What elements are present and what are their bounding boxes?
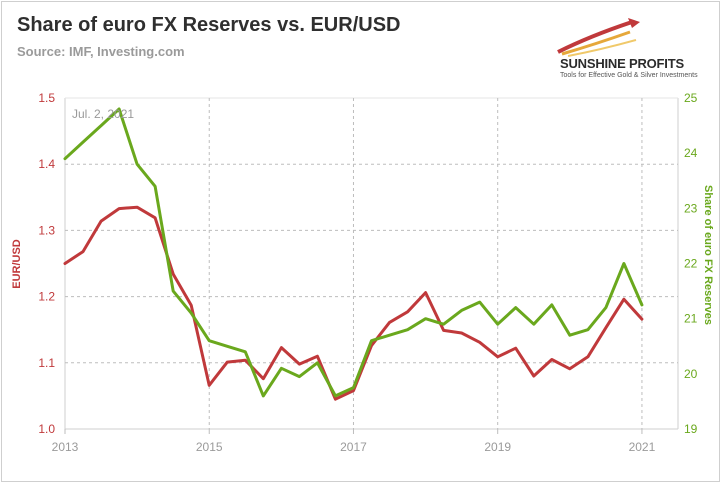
y-left-tick-label: 1.4 [38,157,55,171]
x-tick-label: 2021 [629,440,656,454]
eurusd-line [63,205,644,401]
sunshine-profits-logo: SUNSHINE PROFITS Tools for Effective Gol… [540,14,710,84]
x-tick-label: 2013 [52,440,79,454]
logo-tagline: Tools for Effective Gold & Silver Invest… [560,72,698,79]
grid-lines [64,97,679,434]
x-tick-label: 2015 [196,440,223,454]
chart-subtitle: Source: IMF, Investing.com [17,44,185,59]
y-right-tick-label: 21 [684,312,698,326]
y-left-tick-label: 1.0 [38,422,55,436]
y-right-tick-label: 25 [684,91,698,105]
logo-name: SUNSHINE PROFITS [560,56,684,71]
logo-swoosh-icon [557,18,640,57]
y-left-tick-label: 1.2 [38,290,55,304]
series-layer [63,107,644,401]
date-annotation: Jul. 2, 2021 [72,107,134,121]
y-left-axis-label: EUR/USD [11,239,23,289]
y-left-tick-label: 1.3 [38,223,55,237]
y-right-tick-label: 24 [684,146,698,160]
y-right-tick-label: 22 [684,257,698,271]
y-right-tick-label: 20 [684,367,698,381]
euro-share-line [63,107,644,398]
y-left-tick-label: 1.1 [38,356,55,370]
chart-title: Share of euro FX Reserves vs. EUR/USD [17,14,401,36]
x-tick-label: 2017 [340,440,367,454]
y-right-axis-label: Share of euro FX Reserves [702,185,714,325]
y-right-tick-label: 23 [684,201,698,215]
y-left-tick-label: 1.5 [38,91,55,105]
y-right-tick-label: 19 [684,422,698,436]
x-tick-label: 2019 [484,440,511,454]
